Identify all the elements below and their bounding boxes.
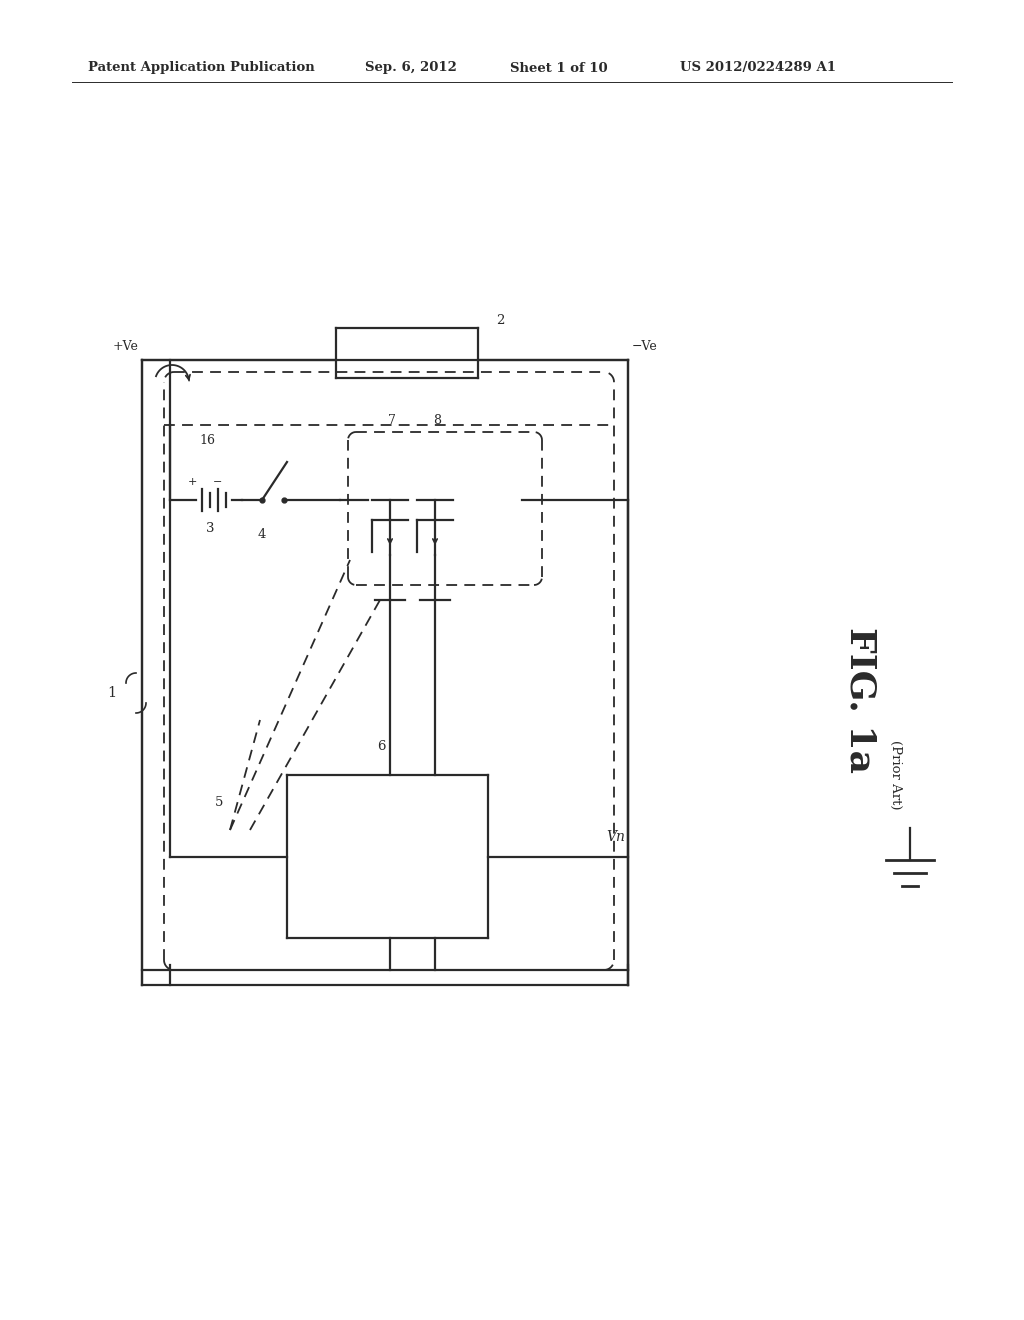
Text: Sep. 6, 2012: Sep. 6, 2012 — [365, 62, 457, 74]
Text: 4: 4 — [258, 528, 266, 541]
Text: Sheet 1 of 10: Sheet 1 of 10 — [510, 62, 607, 74]
Text: FIG. 1a: FIG. 1a — [843, 627, 877, 774]
Text: 1: 1 — [108, 686, 117, 700]
Text: 16: 16 — [199, 434, 215, 447]
Text: Vn: Vn — [606, 830, 626, 843]
Text: 8: 8 — [433, 413, 441, 426]
Text: (Prior Art): (Prior Art) — [890, 741, 902, 809]
Text: +: + — [187, 477, 197, 487]
Text: US 2012/0224289 A1: US 2012/0224289 A1 — [680, 62, 836, 74]
Text: 6: 6 — [377, 741, 385, 754]
Text: −: − — [213, 477, 222, 487]
Text: 7: 7 — [388, 413, 396, 426]
Text: Patent Application Publication: Patent Application Publication — [88, 62, 314, 74]
Text: +Ve: +Ve — [112, 339, 138, 352]
Text: 3: 3 — [206, 521, 214, 535]
Text: 5: 5 — [215, 796, 223, 808]
Text: −Ve: −Ve — [632, 339, 657, 352]
Text: 2: 2 — [496, 314, 505, 326]
